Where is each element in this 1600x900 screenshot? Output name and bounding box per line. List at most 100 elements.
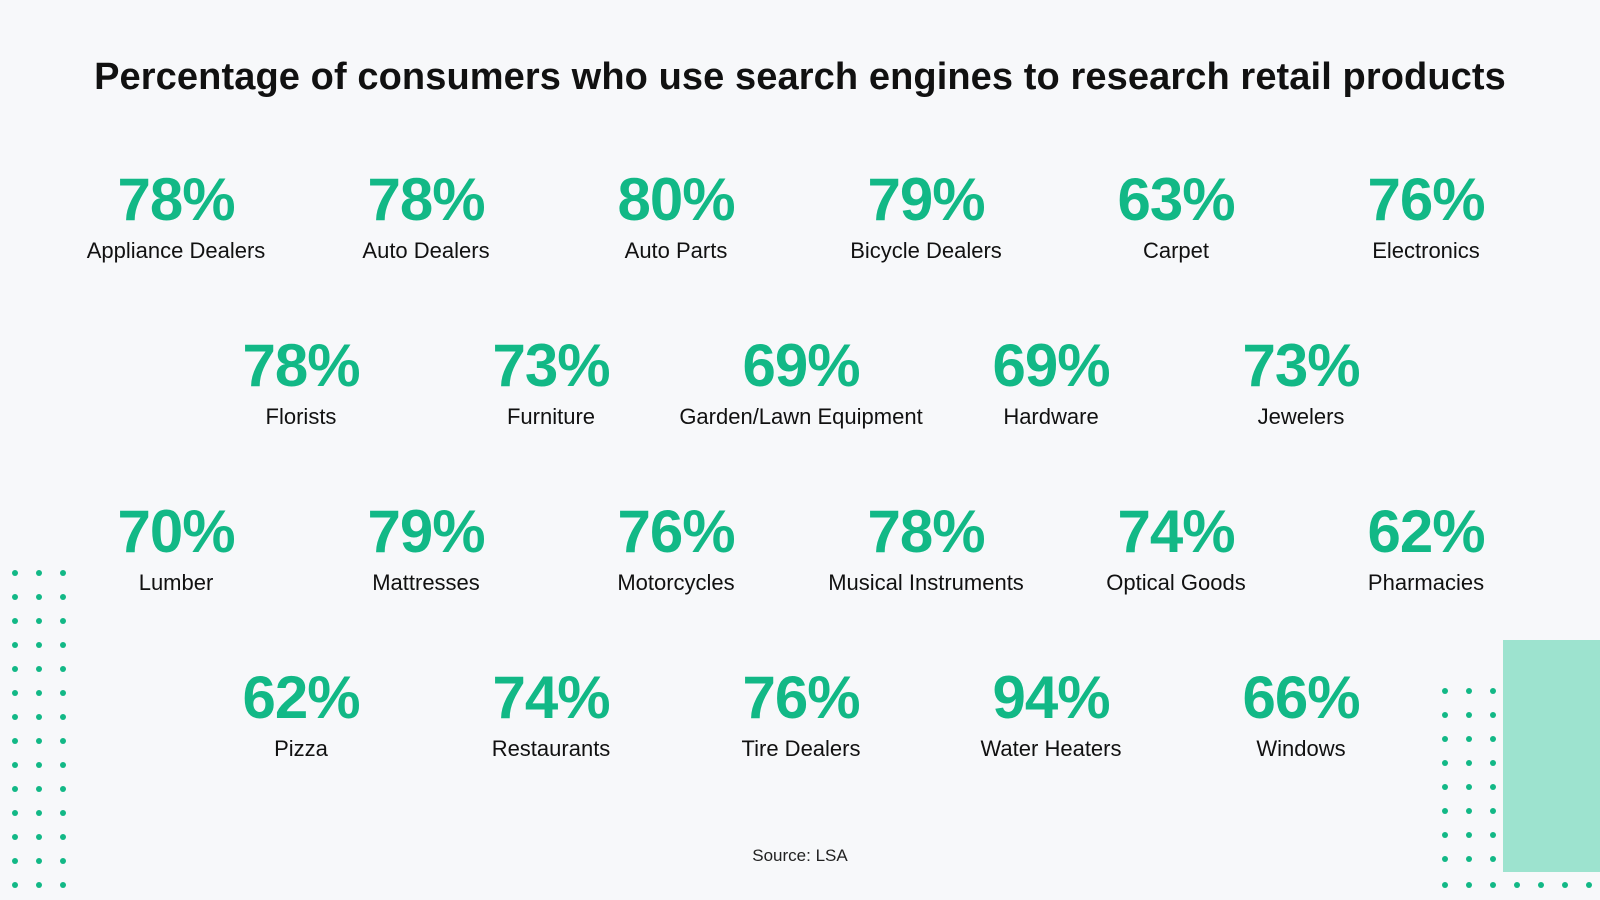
decorative-dot xyxy=(12,786,18,792)
stat-percentage: 62% xyxy=(242,664,360,731)
decorative-dot xyxy=(36,786,42,792)
stat-percentage: 79% xyxy=(367,498,485,565)
stat-item: 80% Auto Parts xyxy=(551,168,801,264)
decorative-dot xyxy=(36,834,42,840)
decorative-dot xyxy=(12,714,18,720)
stat-label: Jewelers xyxy=(1257,404,1345,429)
decorative-dot xyxy=(60,786,66,792)
decorative-dot xyxy=(1466,882,1472,888)
stat-item: 76% Electronics xyxy=(1301,168,1551,264)
stat-percentage: 76% xyxy=(617,498,735,565)
decorative-dot xyxy=(1466,688,1472,694)
decorative-dot xyxy=(60,642,66,648)
stat-label: Tire Dealers xyxy=(741,736,861,761)
decorative-dot xyxy=(1490,688,1496,694)
decorative-dot xyxy=(1466,712,1472,718)
decorative-dot xyxy=(60,714,66,720)
decorative-dot xyxy=(12,834,18,840)
stat-label: Auto Dealers xyxy=(362,238,490,263)
decorative-dot xyxy=(60,762,66,768)
decorative-dot xyxy=(1466,832,1472,838)
stat-label: Florists xyxy=(265,404,337,429)
decorative-dot xyxy=(1442,832,1448,838)
stat-item: 74% Optical Goods xyxy=(1051,500,1301,596)
stat-item: 62% Pizza xyxy=(176,666,426,762)
stat-percentage: 94% xyxy=(992,664,1110,731)
stat-item: 94% Water Heaters xyxy=(926,666,1176,762)
stat-percentage: 78% xyxy=(117,166,235,233)
decorative-dot xyxy=(1490,856,1496,862)
stat-label: Hardware xyxy=(1003,404,1099,429)
decorative-dot xyxy=(60,738,66,744)
decorative-dot xyxy=(60,834,66,840)
stat-percentage: 62% xyxy=(1367,498,1485,565)
stat-item: 63% Carpet xyxy=(1051,168,1301,264)
decorative-dot xyxy=(1442,882,1448,888)
decorative-dot xyxy=(1442,736,1448,742)
decorative-dot xyxy=(1490,784,1496,790)
decorative-dot xyxy=(1490,736,1496,742)
decorative-dot xyxy=(1466,760,1472,766)
decorative-dot xyxy=(60,810,66,816)
decorative-dot xyxy=(1442,856,1448,862)
stat-label: Windows xyxy=(1256,736,1346,761)
stat-item: 73% Jewelers xyxy=(1176,334,1426,430)
stat-percentage: 69% xyxy=(742,332,860,399)
stat-percentage: 63% xyxy=(1117,166,1235,233)
stat-label: Optical Goods xyxy=(1106,570,1246,595)
decorative-dot xyxy=(60,570,66,576)
stat-percentage: 76% xyxy=(742,664,860,731)
decorative-dot xyxy=(1466,736,1472,742)
stat-item: 70% Lumber xyxy=(51,500,301,596)
stat-percentage: 76% xyxy=(1367,166,1485,233)
decorative-dot xyxy=(60,858,66,864)
decorative-dot xyxy=(1466,808,1472,814)
stat-label: Auto Parts xyxy=(624,238,728,263)
decorative-dot xyxy=(36,690,42,696)
stat-percentage: 74% xyxy=(1117,498,1235,565)
decorative-dot xyxy=(60,690,66,696)
stat-label: Pharmacies xyxy=(1367,570,1485,595)
decorative-dot xyxy=(12,690,18,696)
decorative-dot xyxy=(36,882,42,888)
stat-item: 73% Furniture xyxy=(426,334,676,430)
source-note: Source: LSA xyxy=(752,846,848,865)
stat-label: Lumber xyxy=(138,570,214,595)
decorative-dot xyxy=(12,762,18,768)
stat-item: 78% Appliance Dealers xyxy=(51,168,301,264)
decorative-dot xyxy=(36,618,42,624)
decorative-dot xyxy=(12,858,18,864)
decorative-dot xyxy=(1442,784,1448,790)
decorative-dot xyxy=(1442,808,1448,814)
stat-label: Mattresses xyxy=(372,570,480,595)
stat-label: Restaurants xyxy=(491,736,611,761)
stat-label: Bicycle Dealers xyxy=(850,238,1002,263)
stat-item: 78% Auto Dealers xyxy=(301,168,551,264)
decorative-rectangle xyxy=(1503,640,1600,872)
decorative-dot xyxy=(36,810,42,816)
stat-item: 69% Hardware xyxy=(926,334,1176,430)
stat-item: 76% Motorcycles xyxy=(551,500,801,596)
stat-item: 66% Windows xyxy=(1176,666,1426,762)
decorative-dot xyxy=(12,570,18,576)
decorative-dot xyxy=(36,666,42,672)
stat-label: Furniture xyxy=(506,404,596,429)
stat-percentage: 66% xyxy=(1242,664,1360,731)
stat-item: 78% Musical Instruments xyxy=(801,500,1051,596)
chart-title: Percentage of consumers who use search e… xyxy=(94,56,1506,98)
decorative-dot xyxy=(36,762,42,768)
decorative-dot xyxy=(12,666,18,672)
decorative-dot xyxy=(12,810,18,816)
decorative-dot xyxy=(36,570,42,576)
decorative-dot xyxy=(60,594,66,600)
stat-label: Motorcycles xyxy=(617,570,735,595)
stat-item: 76% Tire Dealers xyxy=(676,666,926,762)
stat-label: Electronics xyxy=(1372,238,1480,263)
decorative-dot xyxy=(1466,856,1472,862)
decorative-dot xyxy=(12,882,18,888)
decorative-dot xyxy=(36,642,42,648)
stat-percentage: 78% xyxy=(867,498,985,565)
decorative-dot xyxy=(1514,882,1520,888)
stat-item: 62% Pharmacies xyxy=(1301,500,1551,596)
